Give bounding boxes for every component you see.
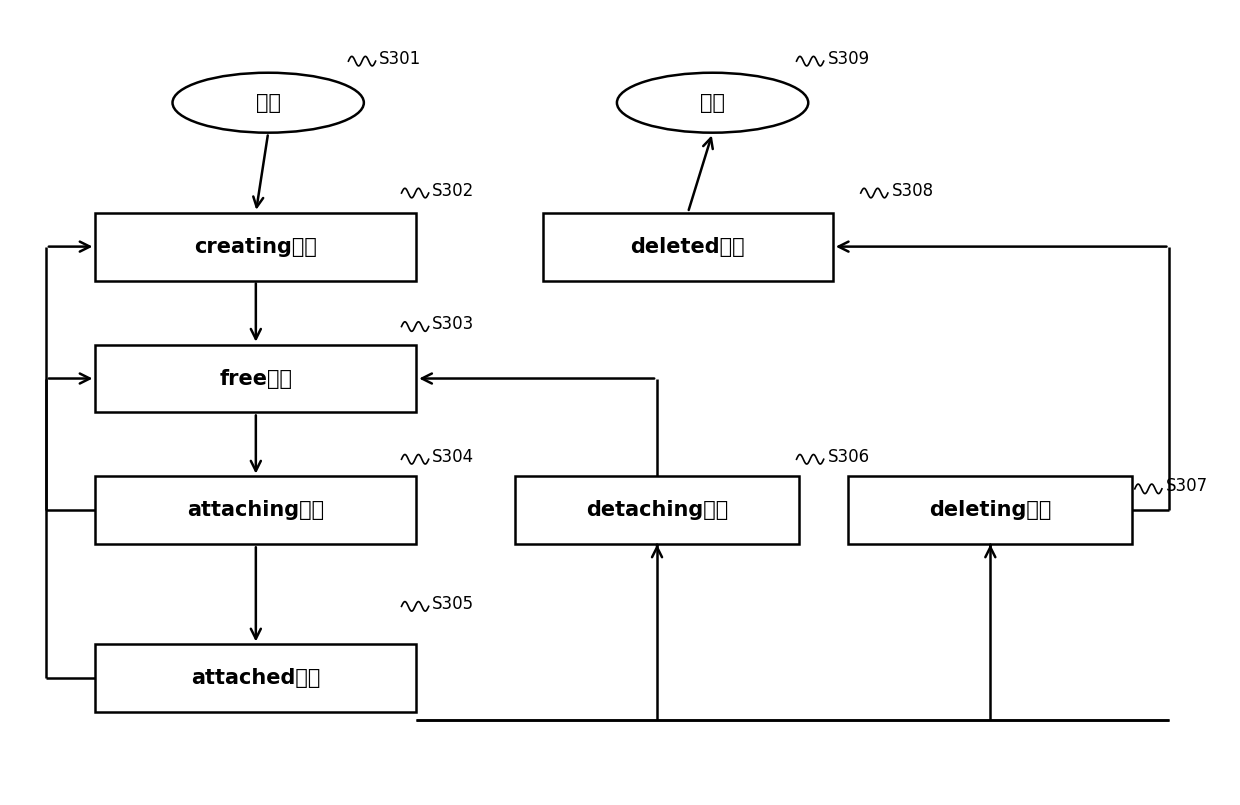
FancyBboxPatch shape [848, 477, 1132, 544]
Text: S305: S305 [433, 595, 475, 613]
Text: attached状态: attached状态 [191, 668, 320, 688]
FancyBboxPatch shape [543, 213, 833, 281]
Ellipse shape [172, 72, 363, 133]
Text: S304: S304 [433, 448, 475, 466]
Text: attaching状态: attaching状态 [187, 501, 325, 520]
FancyBboxPatch shape [95, 213, 417, 281]
Text: S302: S302 [433, 182, 475, 200]
FancyBboxPatch shape [95, 345, 417, 412]
Text: deleted状态: deleted状态 [631, 237, 745, 257]
FancyBboxPatch shape [95, 644, 417, 712]
Text: S301: S301 [379, 50, 422, 68]
Text: free状态: free状态 [219, 369, 293, 389]
Ellipse shape [618, 72, 808, 133]
Text: S303: S303 [433, 315, 475, 333]
Text: S308: S308 [892, 182, 934, 200]
Text: S306: S306 [827, 448, 869, 466]
Text: S309: S309 [827, 50, 869, 68]
Text: 结束: 结束 [701, 93, 725, 113]
FancyBboxPatch shape [515, 477, 799, 544]
Text: S307: S307 [1166, 477, 1208, 495]
Text: 开始: 开始 [255, 93, 280, 113]
Text: detaching状态: detaching状态 [587, 501, 728, 520]
Text: creating状态: creating状态 [195, 237, 317, 257]
FancyBboxPatch shape [95, 477, 417, 544]
Text: deleting状态: deleting状态 [929, 501, 1052, 520]
